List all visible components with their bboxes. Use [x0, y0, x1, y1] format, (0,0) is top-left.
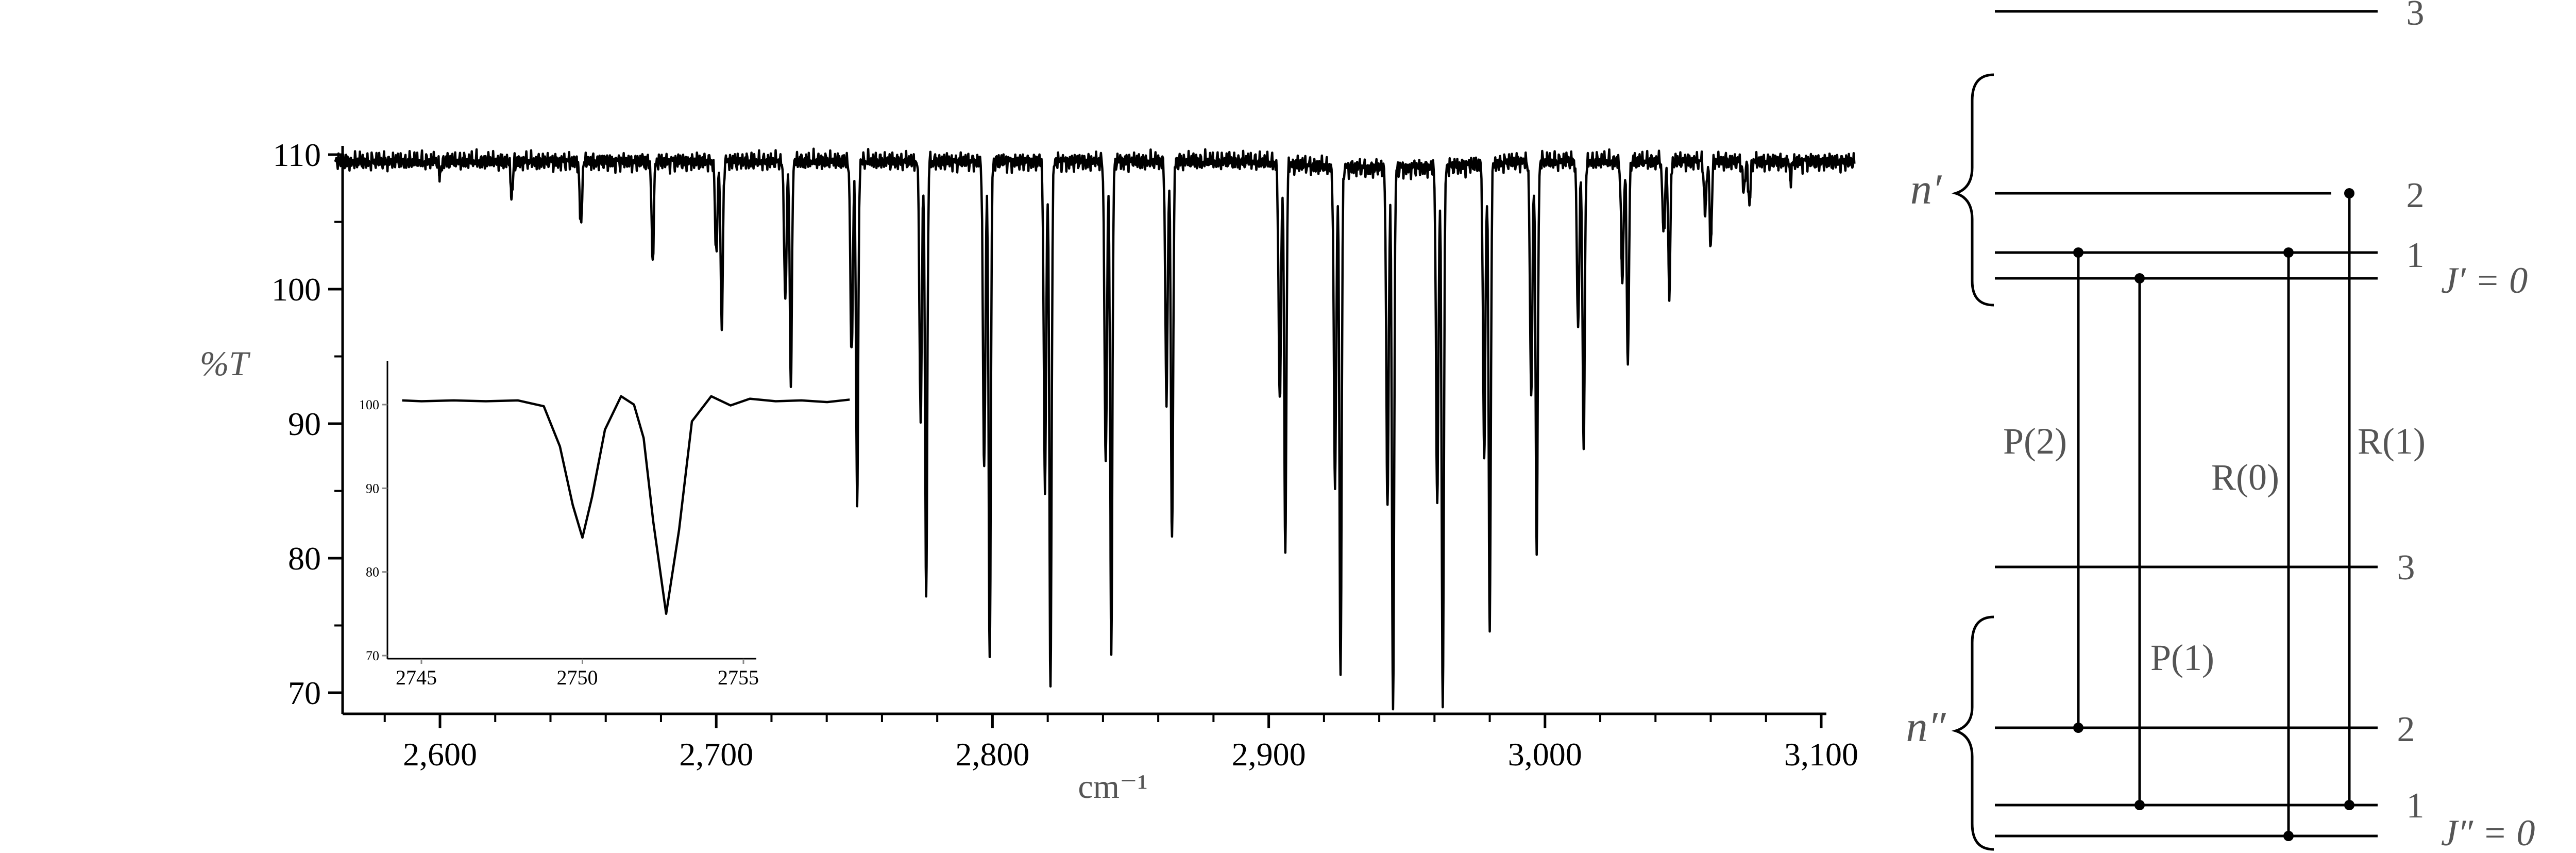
inset-zoom-chart: 70 80 90 100 2745 2750 2755	[359, 361, 850, 689]
lower-level-3-label: 3	[2397, 548, 2415, 588]
spectrum-line	[334, 147, 1856, 711]
transition-r0	[2283, 247, 2294, 841]
inset-y-tick-label: 90	[366, 481, 379, 496]
lower-manifold-label: n″	[1906, 703, 1946, 751]
inset-x-tick-label: 2745	[396, 666, 437, 689]
inset-x-axis-ticks: 2745 2750 2755	[396, 659, 759, 689]
lower-level-1-label: 1	[2406, 786, 2425, 826]
inset-y-axis-ticks: 70 80 90 100	[359, 397, 387, 663]
label-p2: P(2)	[2003, 421, 2067, 462]
inset-y-tick-label: 80	[366, 565, 379, 580]
y-axis-ticks: 70 80 90 100 110	[272, 137, 343, 711]
x-tick-label: 2,700	[679, 736, 753, 773]
inset-spectrum-line	[402, 395, 850, 615]
upper-manifold-label: n′	[1910, 165, 1942, 213]
lower-level-0-label: J″ = 0	[2441, 812, 2535, 853]
y-tick-label: 70	[288, 675, 321, 711]
transition-p1	[2134, 273, 2145, 810]
y-tick-label: 110	[273, 137, 321, 173]
label-r0: R(0)	[2211, 457, 2279, 498]
label-p1: P(1)	[2150, 637, 2214, 678]
upper-level-0-label: J′ = 0	[2441, 260, 2528, 301]
inset-x-tick-label: 2755	[718, 666, 759, 689]
label-r1: R(1)	[2358, 421, 2426, 462]
x-axis-label: cm⁻¹	[1078, 768, 1147, 806]
upper-level-2-label: 2	[2406, 176, 2425, 215]
energy-level-diagram: P(2) P(1) R(0) R(1) 3 2 1 J′ = 0 3 2 1 J…	[1906, 0, 2535, 853]
upper-level-1-label: 1	[2406, 236, 2425, 275]
inset-x-tick-label: 2750	[557, 666, 598, 689]
y-tick-label: 100	[272, 271, 321, 308]
main-spectrum-chart: 70 80 90 100 110 2,600 2,700 2,800 2,900 3,000 3,…	[200, 137, 1858, 806]
x-tick-label: 2,600	[403, 736, 477, 773]
upper-level-3-label: 3	[2406, 0, 2425, 33]
upper-manifold-brace	[1951, 73, 1994, 307]
transition-p2	[2073, 247, 2083, 733]
inset-y-tick-label: 100	[359, 397, 379, 412]
inset-y-tick-label: 70	[366, 648, 379, 663]
x-axis-ticks: 2,600 2,700 2,800 2,900 3,000 3,100	[383, 714, 1858, 773]
transition-r1	[2344, 188, 2354, 810]
x-tick-label: 3,100	[1784, 736, 1858, 773]
x-tick-label: 2,900	[1232, 736, 1306, 773]
y-tick-label: 80	[288, 540, 321, 577]
y-tick-label: 90	[288, 406, 321, 442]
lower-level-2-label: 2	[2397, 710, 2415, 749]
lower-manifold-brace	[1951, 615, 1994, 851]
x-tick-label: 3,000	[1508, 736, 1582, 773]
x-tick-label: 2,800	[955, 736, 1029, 773]
y-axis-label: %T	[200, 344, 251, 383]
